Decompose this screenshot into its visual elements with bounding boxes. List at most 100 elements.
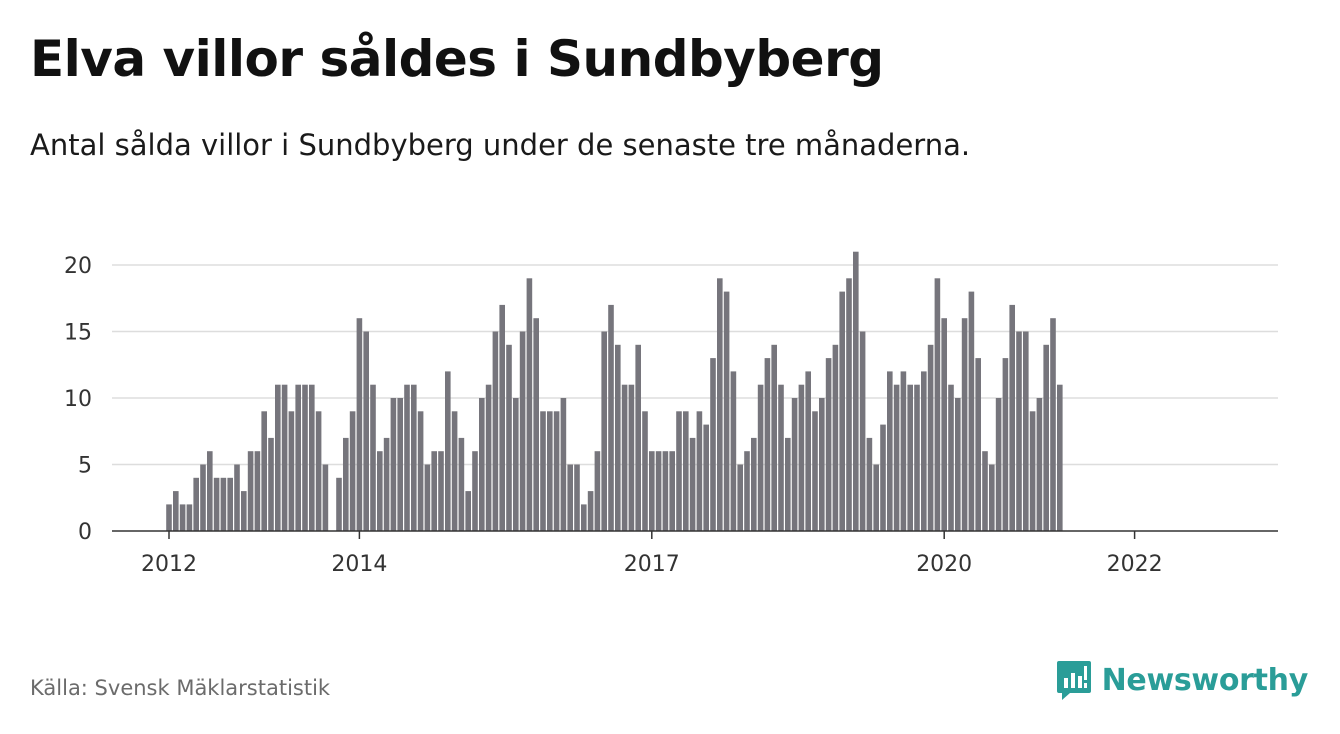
bar <box>479 398 485 531</box>
bar <box>934 278 941 531</box>
bar <box>533 318 539 531</box>
bar <box>791 398 798 531</box>
bar <box>234 464 240 531</box>
bar <box>880 424 886 531</box>
bar <box>982 451 988 531</box>
y-tick-label: 5 <box>78 454 92 479</box>
x-tick-label: 2012 <box>141 552 197 577</box>
bar <box>547 411 553 531</box>
y-tick-label: 10 <box>64 387 92 412</box>
source-note: Källa: Svensk Mäklarstatistik <box>30 676 331 700</box>
bar <box>193 477 199 531</box>
bar <box>812 411 818 531</box>
bar <box>207 451 213 531</box>
bar <box>594 451 601 531</box>
bar <box>995 398 1002 531</box>
bar <box>465 491 471 531</box>
bar <box>955 398 961 531</box>
bar <box>363 331 369 531</box>
bar <box>1043 344 1049 531</box>
bar <box>220 477 227 531</box>
bar <box>642 411 648 531</box>
bar <box>968 291 975 531</box>
bar <box>288 411 295 531</box>
bar <box>1023 331 1029 531</box>
x-tick-label: 2022 <box>1107 552 1163 577</box>
bar <box>839 291 845 531</box>
x-tick-label: 2017 <box>624 552 680 577</box>
bar <box>275 384 281 531</box>
bar <box>649 451 655 531</box>
bar <box>615 344 621 531</box>
bar <box>587 491 594 531</box>
bar <box>778 384 784 531</box>
bar <box>866 437 873 531</box>
bar <box>268 437 274 531</box>
bar <box>635 344 641 531</box>
brand-name: Newsworthy <box>1101 662 1309 698</box>
bar <box>179 504 186 531</box>
bar <box>1029 411 1036 531</box>
bar <box>567 464 573 531</box>
bar <box>825 358 832 531</box>
bar <box>200 464 206 531</box>
bar <box>819 398 825 531</box>
bar <box>737 464 743 531</box>
newsworthy-logo-icon <box>1056 661 1091 700</box>
bar <box>853 251 859 531</box>
bar <box>628 384 635 531</box>
bar <box>757 384 764 531</box>
bar <box>893 384 900 531</box>
bar <box>213 477 220 531</box>
bar <box>526 278 533 531</box>
bar <box>309 384 315 531</box>
bar <box>397 398 403 531</box>
bar <box>696 411 703 531</box>
bars <box>166 251 1063 531</box>
bar <box>390 398 397 531</box>
bar <box>948 384 954 531</box>
bar <box>601 331 607 531</box>
bar <box>581 504 587 531</box>
bar <box>914 384 920 531</box>
bar <box>166 504 172 531</box>
bar <box>1009 304 1015 531</box>
bar <box>445 371 451 531</box>
bar <box>485 384 492 531</box>
bar <box>377 451 383 531</box>
bar <box>404 384 410 531</box>
bar <box>315 411 322 531</box>
bar <box>621 384 628 531</box>
bar <box>683 411 689 531</box>
bar <box>907 384 913 531</box>
bar <box>961 318 968 531</box>
bar <box>1016 331 1022 531</box>
bar <box>941 318 947 531</box>
bar <box>887 371 893 531</box>
bar <box>302 384 308 531</box>
data-labels: 11 <box>1219 0 1255 9</box>
chart-subtitle: Antal sålda villor i Sundbyberg under de… <box>30 128 971 162</box>
bar <box>744 451 750 531</box>
bar <box>798 384 805 531</box>
bar <box>574 464 580 531</box>
bar <box>805 371 811 531</box>
bar <box>356 318 363 531</box>
y-tick-label: 0 <box>78 520 92 545</box>
bar <box>717 278 723 531</box>
bar <box>499 304 505 531</box>
bar <box>519 331 526 531</box>
bar <box>322 464 329 531</box>
bar <box>343 437 349 531</box>
bar <box>1057 384 1063 531</box>
bar <box>411 384 417 531</box>
bar <box>655 451 662 531</box>
bar <box>689 437 696 531</box>
bar <box>492 331 499 531</box>
bar <box>785 437 791 531</box>
bar <box>832 344 839 531</box>
bar <box>261 411 267 531</box>
bar <box>472 451 478 531</box>
bar <box>1036 398 1043 531</box>
bar <box>662 451 669 531</box>
